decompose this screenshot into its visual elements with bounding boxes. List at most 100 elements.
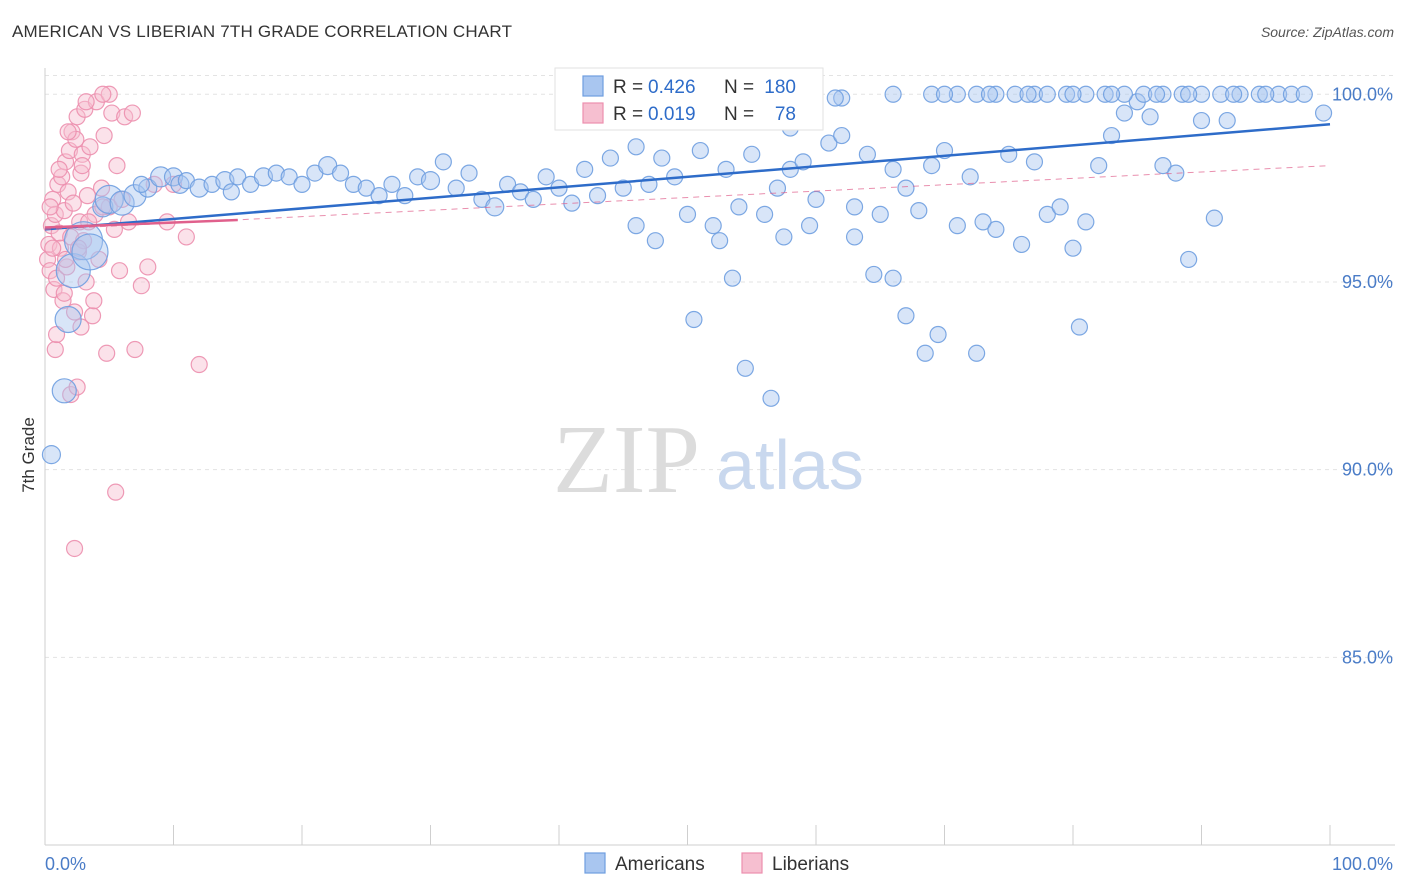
american-point bbox=[370, 187, 388, 205]
american-point bbox=[1192, 85, 1211, 103]
american-point bbox=[884, 269, 902, 287]
american-point bbox=[92, 196, 114, 218]
american-point bbox=[1096, 85, 1114, 103]
liberian-point bbox=[126, 340, 144, 359]
liberian-point bbox=[107, 483, 125, 501]
american-point bbox=[884, 160, 902, 178]
american-point bbox=[54, 305, 82, 334]
stats-legend: R = 0.426 N = 180 R = 0.019 N = 78 bbox=[554, 67, 824, 131]
american-point bbox=[1173, 85, 1191, 103]
american-point bbox=[222, 183, 240, 201]
x-tick-label-min: 0.0% bbox=[45, 854, 86, 874]
american-point bbox=[627, 138, 645, 156]
american-point bbox=[678, 205, 697, 223]
liberian-point bbox=[46, 340, 64, 359]
y-tick-labels: 85.0% 90.0% 95.0% 100.0% bbox=[1332, 84, 1393, 667]
liberian-point bbox=[59, 183, 77, 201]
watermark-zip: ZIP bbox=[553, 406, 700, 514]
american-r-value: 0.426 bbox=[648, 77, 696, 98]
american-point bbox=[123, 184, 147, 208]
liberian-point bbox=[45, 280, 63, 299]
american-point bbox=[653, 149, 671, 167]
liberian-point bbox=[41, 198, 59, 216]
american-point bbox=[833, 89, 851, 107]
american-point bbox=[723, 269, 742, 287]
american-point bbox=[1250, 85, 1268, 103]
liberian-n-value: 78 bbox=[775, 104, 796, 125]
american-point bbox=[1077, 85, 1095, 103]
american-swatch bbox=[582, 75, 604, 97]
american-point bbox=[1135, 85, 1153, 103]
american-point bbox=[1141, 108, 1159, 126]
y-tick-label: 100.0% bbox=[1332, 84, 1393, 104]
liberian-point bbox=[85, 292, 103, 310]
american-point bbox=[1102, 85, 1121, 103]
american-point bbox=[614, 179, 632, 197]
american-point bbox=[537, 168, 555, 186]
american-point bbox=[948, 217, 966, 235]
american-point bbox=[1057, 85, 1076, 103]
american-point bbox=[820, 134, 838, 152]
american-point bbox=[1212, 85, 1230, 103]
american-point bbox=[1282, 85, 1301, 103]
liberian-point bbox=[190, 355, 208, 374]
liberian-r-label: R = bbox=[613, 104, 643, 125]
american-point bbox=[1070, 318, 1089, 336]
liberian-point bbox=[64, 194, 82, 212]
legend-americans-swatch bbox=[584, 852, 606, 874]
american-point bbox=[524, 190, 542, 208]
american-point bbox=[935, 85, 954, 103]
american-point bbox=[447, 179, 465, 197]
american-point bbox=[267, 164, 285, 182]
american-point bbox=[980, 85, 999, 103]
liberians-trendline bbox=[44, 218, 238, 229]
american-point bbox=[743, 145, 761, 163]
american-n-value: 180 bbox=[764, 77, 796, 98]
american-point bbox=[704, 217, 722, 235]
liberian-point bbox=[139, 258, 157, 276]
american-point bbox=[383, 175, 401, 193]
x-tick-label-max: 100.0% bbox=[1332, 854, 1393, 874]
american-point bbox=[1225, 85, 1243, 103]
american-point bbox=[576, 160, 594, 178]
american-point bbox=[916, 344, 934, 362]
american-point bbox=[1000, 145, 1018, 163]
american-point bbox=[1257, 85, 1275, 103]
american-point bbox=[1038, 205, 1056, 223]
x-ticks bbox=[44, 825, 1331, 845]
american-point bbox=[563, 194, 581, 212]
american-point bbox=[331, 164, 350, 182]
american-point bbox=[280, 168, 298, 186]
american-point bbox=[833, 126, 851, 145]
american-point bbox=[923, 85, 941, 103]
american-point bbox=[884, 85, 902, 103]
american-point bbox=[1154, 85, 1172, 103]
liberian-n-label: N = bbox=[724, 104, 754, 125]
american-point bbox=[1051, 198, 1069, 216]
american-point bbox=[485, 197, 505, 217]
american-point bbox=[1115, 104, 1134, 122]
y-tick-label: 85.0% bbox=[1342, 647, 1393, 667]
american-point bbox=[736, 359, 754, 377]
watermark: ZIP atlas bbox=[553, 406, 864, 514]
american-point bbox=[826, 89, 844, 107]
series-legend: Americans Liberians bbox=[584, 852, 849, 875]
liberian-point bbox=[83, 307, 102, 325]
american-point bbox=[41, 445, 62, 465]
american-point bbox=[807, 190, 825, 208]
american-point bbox=[646, 232, 664, 250]
american-point bbox=[1012, 235, 1031, 254]
liberian-point bbox=[38, 250, 57, 269]
american-point bbox=[910, 202, 928, 220]
liberian-point bbox=[123, 104, 141, 122]
liberian-point bbox=[132, 277, 150, 295]
american-point bbox=[293, 175, 311, 193]
y-tick-label: 90.0% bbox=[1342, 460, 1393, 480]
american-point bbox=[627, 217, 645, 235]
legend-liberians-label: Liberians bbox=[772, 854, 849, 875]
american-point bbox=[1269, 85, 1288, 103]
american-point bbox=[1064, 239, 1082, 257]
liberian-point bbox=[69, 239, 88, 257]
american-n-label: N = bbox=[724, 77, 754, 98]
